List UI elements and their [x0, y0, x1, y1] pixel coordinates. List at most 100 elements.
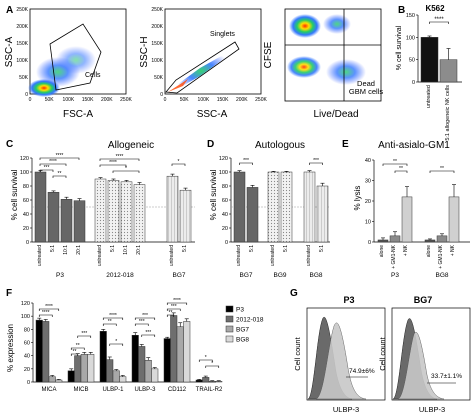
significance-bracket — [52, 175, 67, 178]
panel-letter-c: C — [6, 139, 13, 150]
histogram-bg7: BG7 33.7±1.1% Cell count ULBP-3 — [378, 295, 471, 414]
histogram-p3: P3 74.9±6% Cell count ULBP-3 — [293, 295, 386, 414]
x-tick-label: untreated — [236, 245, 242, 266]
y-tick-label: 0 — [412, 80, 415, 86]
group-label: 2012-018 — [106, 272, 134, 279]
cells-gate — [49, 23, 102, 91]
bar — [112, 370, 120, 383]
x-tick-label: 5:1 — [182, 245, 188, 252]
significance-label: **** — [49, 159, 57, 165]
x-tick-label: 250K — [120, 97, 132, 103]
y-axis-label: Cell count — [378, 336, 387, 370]
y-tick-label: 100 — [219, 170, 228, 176]
bar — [424, 239, 436, 243]
gate-label-line: GBM cells — [349, 87, 383, 96]
significance-bracket — [102, 323, 117, 326]
density-cluster — [56, 46, 96, 74]
significance-label: **** — [109, 313, 117, 319]
x-tick-label: untreated — [97, 245, 103, 266]
significance-bracket — [112, 170, 140, 173]
significance-label: * — [115, 339, 117, 345]
significance-label: *** — [145, 330, 151, 336]
y-axis-label: Cell count — [293, 336, 302, 370]
legend-swatch — [225, 325, 234, 333]
y-tick-label: 100 — [21, 314, 30, 320]
y-tick-label: 20 — [23, 226, 29, 232]
panel-letter-b: B — [398, 5, 405, 16]
chart-title: Allogeneic — [108, 140, 154, 151]
bar — [179, 189, 192, 243]
y-tick-labels: 250K 200K 150K 100K 50K 0 — [16, 7, 28, 98]
bar — [47, 192, 60, 243]
chart-c: 0 20 40 60 80 100 120 untreated 5:1 10:1 20:1 untre… — [20, 153, 195, 279]
x-tick-label: 10:1 — [63, 245, 69, 255]
group-label: BG9 — [273, 272, 286, 279]
x-tick-label: untreated — [306, 245, 312, 266]
significance-bracket — [166, 308, 181, 311]
chart-b: 0 50 100 150 untreated 5:1 allogeneic NK cell… — [406, 13, 462, 141]
y-tick-label: 40 — [222, 212, 228, 218]
y-tick-label: 30 — [365, 179, 371, 185]
y-tick-label: 120 — [219, 156, 228, 162]
x-tick-label: untreated — [37, 245, 43, 266]
y-tick-label: 40 — [23, 212, 29, 218]
bar — [74, 355, 82, 383]
legend-swatch — [225, 305, 234, 313]
x-tick-label: 0 — [164, 97, 167, 103]
density-cluster — [323, 14, 351, 34]
y-axis-label: CFSE — [263, 41, 274, 68]
bar — [389, 235, 401, 243]
y-tick-label: 0 — [160, 92, 163, 98]
density-cluster — [326, 59, 366, 85]
x-tick-label: 150K — [82, 97, 94, 103]
x-tick-label: + GM1-NK — [391, 244, 397, 268]
significance-bracket — [166, 302, 188, 305]
legend-swatch — [225, 335, 234, 343]
x-tick-label: ULBP-3 — [134, 387, 156, 393]
legend-label: 2012-018 — [236, 317, 264, 324]
significance-bracket — [70, 353, 79, 356]
x-tick-label: MICA — [42, 387, 57, 393]
plot-frame — [164, 8, 262, 95]
x-tick-label: + NK — [450, 244, 456, 256]
density-cluster — [289, 14, 321, 38]
bar — [208, 381, 216, 383]
y-tick-labels: 250K 200K 150K 100K 50K 0 — [151, 7, 163, 98]
x-axis-label: Live/Dead — [313, 109, 358, 120]
x-tick-label: ULBP-1 — [102, 387, 124, 393]
y-tick-label: 120 — [21, 301, 30, 307]
bar — [55, 379, 63, 383]
x-tick-labels: 0 50K 100K 150K 200K 250K — [29, 97, 133, 103]
significance-bracket — [239, 162, 253, 165]
chart-title: Anti-asialo-GM1 — [378, 140, 450, 151]
legend-f: P3 2012-018 BG7 BG8 — [225, 305, 264, 344]
x-tick-label: 200K — [236, 97, 248, 103]
x-tick-label: alone — [379, 245, 385, 257]
significance-bracket — [309, 162, 323, 165]
x-tick-label: 50K — [180, 97, 190, 103]
y-tick-label: 80 — [23, 184, 29, 190]
panel-letter-g: G — [290, 288, 298, 299]
gate-percent: 74.9±6% — [349, 368, 375, 375]
x-tick-label: 0 — [29, 97, 32, 103]
bar — [215, 381, 223, 383]
significance-bracket — [39, 157, 80, 160]
bar — [67, 370, 75, 383]
y-tick-label: 250K — [151, 7, 163, 13]
bar — [202, 377, 210, 383]
significance-label: ** — [73, 349, 77, 355]
panel-e: E Anti-asialo-GM1 0 10 20 30 40 alone + GM1-NK… — [342, 139, 470, 279]
y-tick-label: 100K — [151, 58, 163, 64]
bar — [420, 37, 439, 83]
histogram-title: BG7 — [414, 295, 433, 305]
bar — [34, 171, 47, 243]
y-tick-label: 0 — [27, 380, 30, 386]
bar — [144, 360, 152, 383]
significance-label: ** — [393, 159, 397, 165]
panel-letter-a: A — [6, 5, 13, 16]
y-axis-label: % cell survival — [396, 25, 403, 70]
x-axis-label: ULBP-3 — [419, 405, 445, 414]
y-tick-label: 50K — [19, 75, 29, 81]
x-tick-label: CD112 — [168, 387, 187, 393]
significance-bracket — [429, 21, 449, 24]
